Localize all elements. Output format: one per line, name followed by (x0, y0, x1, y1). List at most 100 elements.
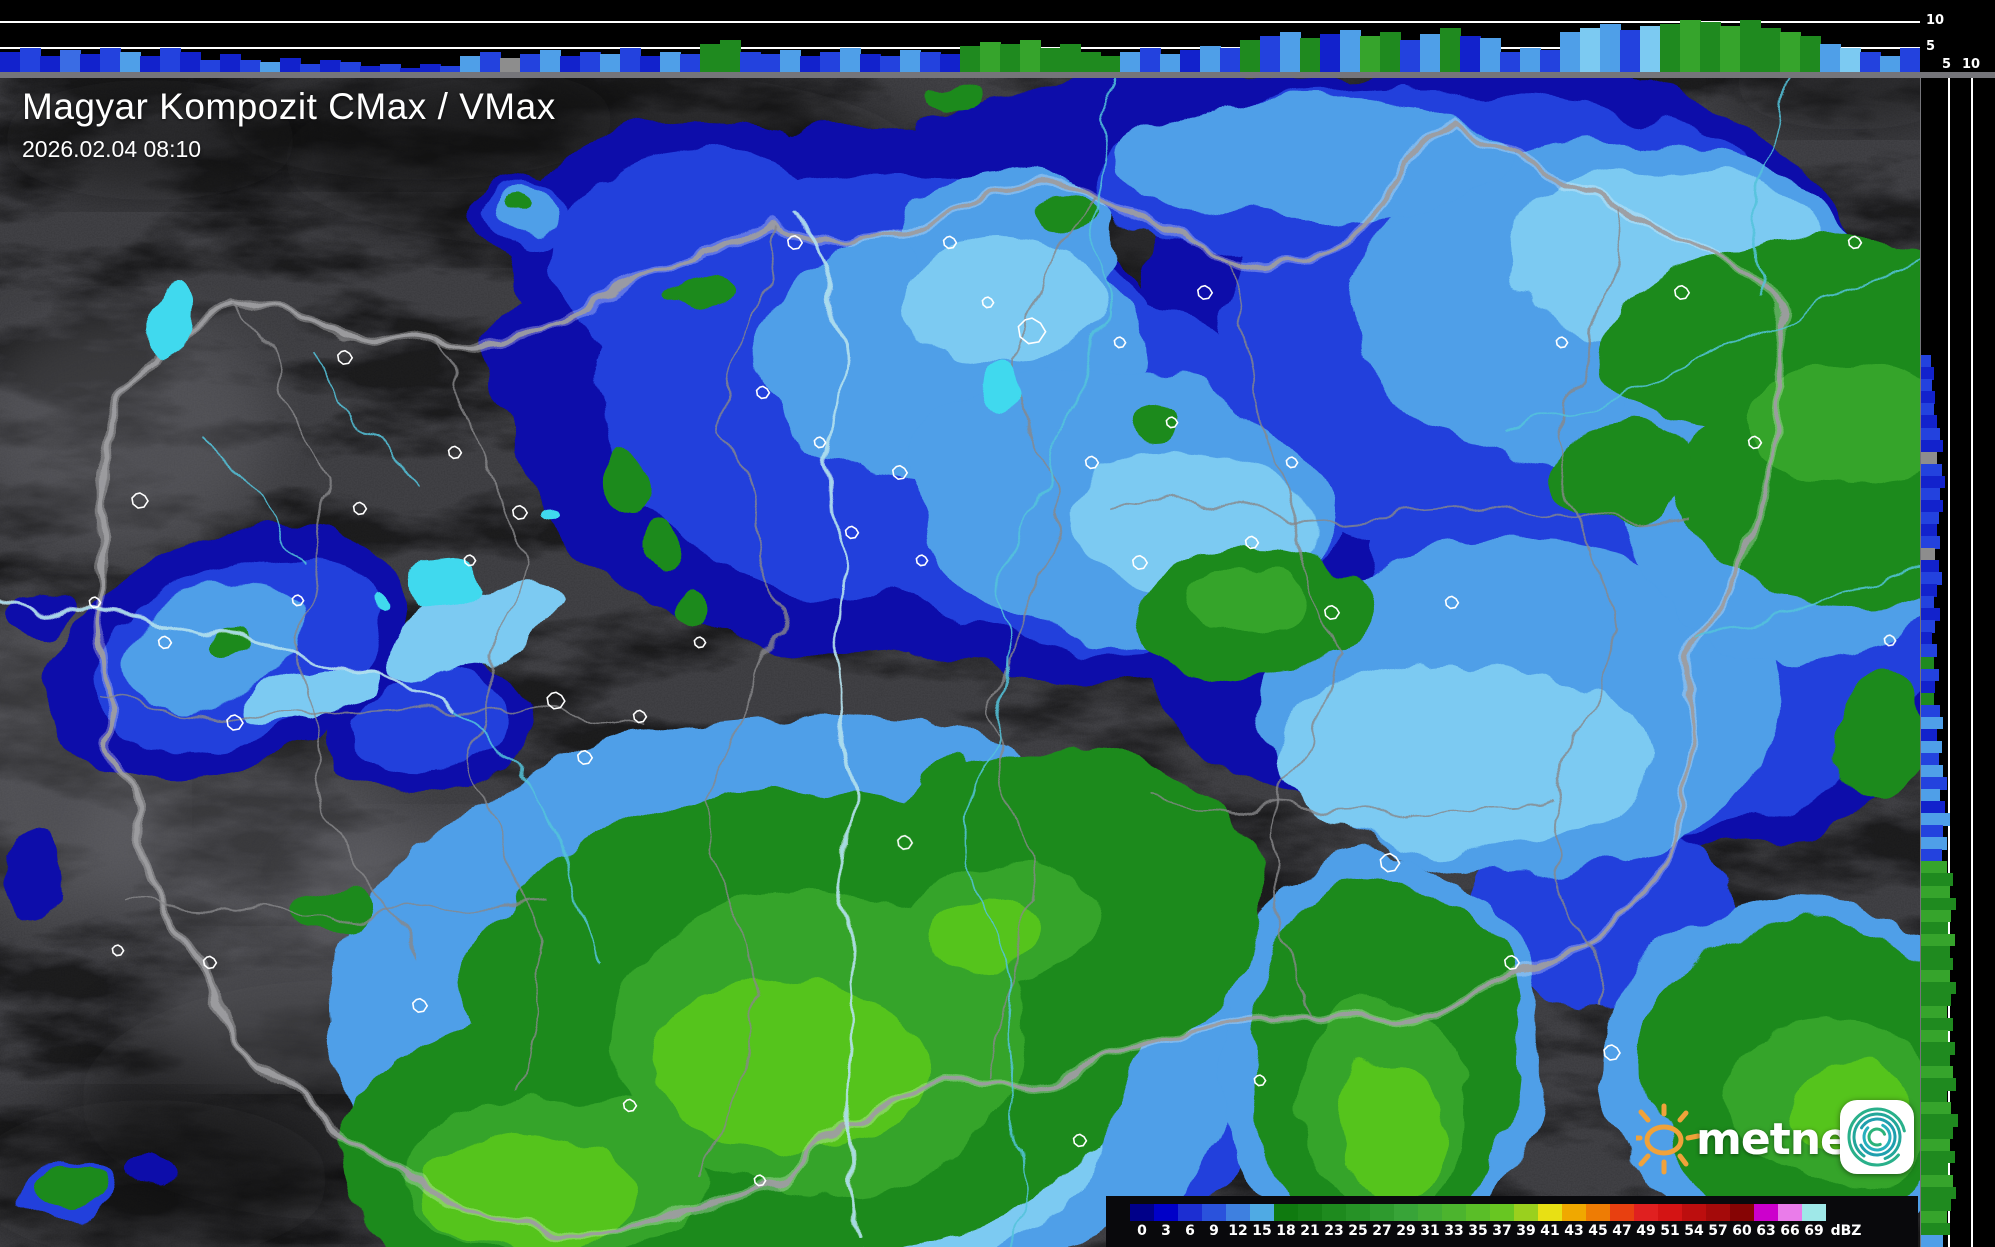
city-outlines (88, 234, 1897, 1187)
echo-top-bar (1921, 403, 1934, 416)
echo-top-bar (1921, 740, 1942, 754)
echo-top-bar (1921, 523, 1937, 537)
echo-top-bar (1680, 20, 1701, 72)
echo-top-bar (800, 56, 821, 72)
echo-top-bar (1700, 22, 1721, 72)
echo-top-bar (1921, 957, 1953, 971)
echo-top-bar (1000, 44, 1021, 72)
echo-top-bar (1921, 1090, 1947, 1103)
legend-value: 69 (1804, 1223, 1824, 1239)
echo-top-bar (1921, 355, 1931, 368)
legend-swatch (1730, 1204, 1754, 1221)
echo-top-bar (700, 44, 721, 72)
legend-swatch (1466, 1204, 1490, 1221)
echo-top-bar (400, 68, 421, 72)
legend-swatch (1322, 1204, 1346, 1221)
echo-top-bar (620, 48, 641, 72)
title-block: Magyar Kompozit CMax / VMax 2026.02.04 0… (22, 86, 556, 163)
echo-top-bar (1921, 1126, 1953, 1140)
echo-top-bar (1320, 34, 1341, 72)
legend-value: 54 (1684, 1223, 1704, 1239)
echo-top-bar (1640, 26, 1661, 72)
echo-top-bar (1921, 427, 1941, 441)
echo-top-bar (1500, 52, 1521, 72)
echo-top-bar (1420, 34, 1441, 72)
echo-top-bar (1921, 1174, 1953, 1188)
echo-top-bar (1921, 620, 1936, 633)
echo-top-bar (1921, 1150, 1955, 1164)
echo-top-bar (1220, 48, 1241, 72)
echo-top-bar (1840, 48, 1861, 72)
echo-top-bar (1921, 981, 1957, 995)
echo-top-bar (1921, 487, 1941, 501)
legend-labels: 0 3 6 9 12 15 18 21 23 25 27 29 31 33 35 37 39 41 43 45 47 49… (1130, 1223, 1866, 1239)
echo-top-bar (1900, 48, 1921, 72)
top-height-profile (0, 0, 1921, 72)
echo-top-bar (1921, 1042, 1955, 1055)
echo-top-bar (1921, 668, 1939, 682)
legend-value: 21 (1300, 1223, 1320, 1239)
echo-top-bar (420, 64, 441, 72)
top-gridline-10km (0, 21, 1920, 23)
legend-value: 35 (1468, 1223, 1488, 1239)
legend-swatch (1418, 1204, 1442, 1221)
echo-top-bar (1921, 704, 1941, 718)
echo-top-bar (1340, 30, 1361, 72)
legend-swatch (1658, 1204, 1682, 1221)
echo-top-bar (1921, 692, 1934, 706)
legend-swatch (1346, 1204, 1370, 1221)
echo-top-bar (1180, 50, 1201, 72)
echo-top-bar (20, 48, 41, 72)
legend-swatch (1178, 1204, 1202, 1221)
horizontal-separator (0, 72, 1995, 78)
profile-axis-corner: 10 5 5 10 (1920, 0, 1995, 78)
echo-top-bar (1860, 52, 1881, 72)
legend-value: 25 (1348, 1223, 1368, 1239)
echo-top-bar (1921, 969, 1950, 983)
echo-top-bar (880, 56, 901, 72)
echo-top-bar (1921, 596, 1934, 609)
echo-top-bar (240, 60, 261, 72)
echo-top-bar (940, 54, 961, 72)
echo-top-bar (1921, 367, 1934, 380)
echo-top-bar (1560, 32, 1581, 72)
echo-top-bar (1200, 46, 1221, 72)
echo-top-bar (1921, 1030, 1949, 1043)
legend-color-bar (1130, 1204, 1826, 1221)
legend-swatch (1586, 1204, 1610, 1221)
echo-top-bar (100, 48, 121, 72)
echo-top-bar (1921, 777, 1947, 790)
echo-top-bar (780, 50, 801, 72)
echo-top-bar (840, 48, 861, 72)
echo-top-bar (1020, 40, 1041, 72)
echo-top-bar (1240, 40, 1261, 72)
legend-swatch (1130, 1204, 1154, 1221)
legend-value: 66 (1780, 1223, 1800, 1239)
metnet-app-icon (1840, 1100, 1914, 1174)
echo-top-bar (160, 48, 181, 72)
echo-top-bar (1921, 391, 1936, 404)
echo-top-bar (540, 50, 561, 72)
echo-top-bar (1921, 499, 1944, 513)
legend-value: 47 (1612, 1223, 1632, 1239)
echo-top-bar (1060, 44, 1081, 72)
echo-top-bar (80, 54, 101, 72)
echo-top-bar (820, 52, 841, 72)
legend-value: 39 (1516, 1223, 1536, 1239)
legend-swatch (1778, 1204, 1802, 1221)
legend-swatch (1298, 1204, 1322, 1221)
top-axis-label-10: 10 (1926, 13, 1945, 28)
echo-top-bar (1780, 32, 1801, 72)
legend-value: 45 (1588, 1223, 1608, 1239)
top-axis-label-5: 5 (1926, 39, 1936, 54)
echo-top-bar (1921, 1138, 1950, 1152)
echo-top-bar (340, 62, 361, 72)
radar-map (0, 78, 1920, 1247)
echo-top-bar (1921, 728, 1937, 742)
echo-top-bar (1480, 38, 1501, 72)
legend-swatch (1394, 1204, 1418, 1221)
timestamp: 2026.02.04 08:10 (22, 136, 202, 162)
echo-top-bar (860, 54, 881, 72)
echo-top-bar (1740, 20, 1761, 72)
legend-swatch (1682, 1204, 1706, 1221)
